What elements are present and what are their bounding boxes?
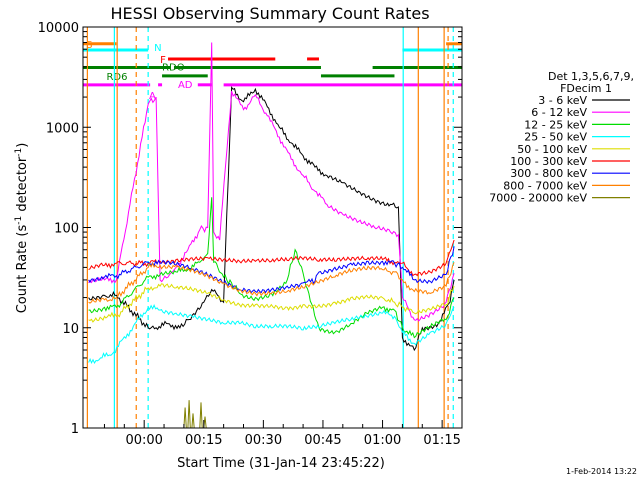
series-line: [88, 283, 455, 323]
x-tick-label: 00:00: [125, 433, 162, 448]
legend-title: Det 1,3,5,6,7,9,: [548, 70, 634, 83]
legend-label: 6 - 12 keV: [531, 106, 587, 119]
y-axis-label-exponent: -1: [14, 216, 24, 225]
state-bar-label: RDO: [162, 62, 185, 73]
state-bar-label: N: [154, 43, 161, 54]
footer-timestamp: 1-Feb-2014 13:22: [566, 467, 637, 476]
series-line: [88, 239, 455, 277]
x-tick-label: 00:30: [245, 433, 282, 448]
y-axis-ticks: 1 10 100 1000 10000: [38, 21, 462, 437]
state-bar-label: F: [160, 55, 166, 66]
y-tick-label: 10: [62, 322, 79, 337]
series-line: [88, 246, 455, 294]
x-axis-ticks: 00:00 00:15 00:30 00:45 01:00 01:15: [103, 420, 463, 448]
series-line: [183, 400, 207, 429]
legend-label: 12 - 25 keV: [524, 118, 587, 131]
legend-label: 800 - 7000 keV: [503, 179, 587, 192]
x-tick-label: 01:00: [364, 433, 401, 448]
state-bar-label: AD: [178, 80, 193, 91]
y-tick-label: 100: [54, 222, 79, 237]
y-axis-label: Count Rate (s-1 detector-1): [14, 143, 30, 314]
y-tick-label: 10000: [38, 21, 79, 36]
legend-label: 100 - 300 keV: [510, 155, 587, 168]
series-line: [88, 197, 455, 339]
state-bars: SNFRDORD6ADA: [83, 40, 462, 102]
x-tick-label: 01:15: [423, 433, 460, 448]
legend-label: 25 - 50 keV: [524, 131, 587, 144]
legend-subtitle: FDecim 1: [560, 82, 612, 95]
vertical-markers: [86, 27, 454, 428]
y-tick-label: 1: [71, 422, 79, 437]
y-axis-label-exponent-2: -1: [14, 148, 24, 157]
state-bar-label: A: [149, 91, 156, 102]
series-line: [88, 42, 455, 322]
legend-label: 50 - 100 keV: [517, 143, 587, 156]
legend-label: 3 - 6 keV: [538, 94, 587, 107]
legend-label: 300 - 800 keV: [510, 167, 587, 180]
plot-frame: [82, 26, 463, 429]
x-axis-label: Start Time (31-Jan-14 23:45:22): [177, 456, 385, 471]
x-tick-label: 00:45: [304, 433, 341, 448]
chart-title: HESSI Observing Summary Count Rates: [110, 4, 429, 23]
series-line: [88, 262, 455, 304]
state-bar-label: S: [86, 40, 92, 51]
series-line: [88, 86, 455, 352]
series-lines: [88, 42, 455, 429]
legend-label: 7000 - 20000 keV: [489, 192, 587, 205]
series-line: [88, 304, 455, 365]
y-tick-label: 1000: [46, 121, 79, 136]
x-tick-label: 00:15: [185, 433, 222, 448]
